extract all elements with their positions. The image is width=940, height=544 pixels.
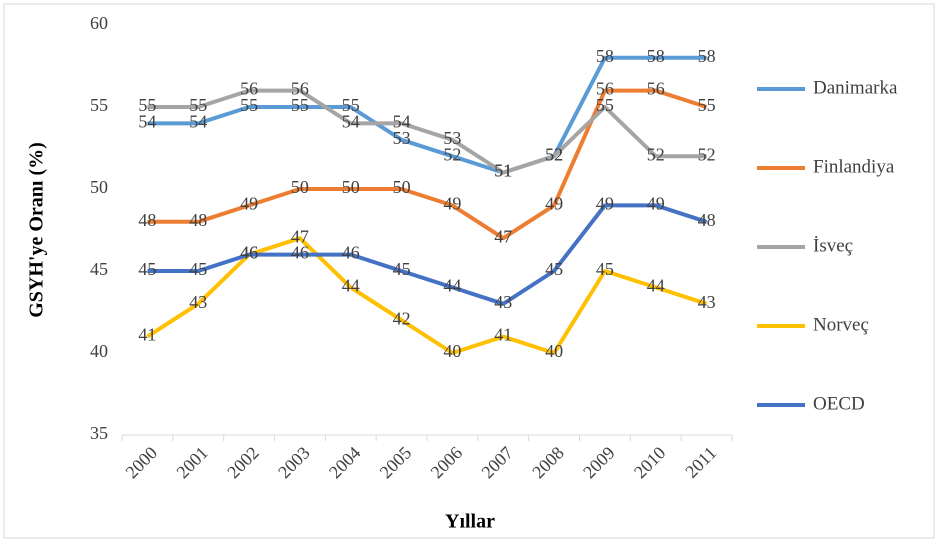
- legend-label: Norveç: [813, 314, 869, 335]
- data-label: 45: [138, 259, 156, 279]
- data-label: 55: [342, 95, 360, 115]
- y-tick-label: 40: [90, 341, 108, 361]
- data-label: 46: [240, 243, 258, 263]
- y-tick-label: 50: [90, 177, 108, 197]
- y-tick-label: 60: [90, 13, 108, 33]
- data-label: 55: [138, 95, 156, 115]
- data-label: 49: [647, 194, 665, 214]
- data-label: 58: [698, 46, 716, 66]
- x-axis-title: Yıllar: [445, 511, 495, 533]
- data-label: 56: [647, 79, 665, 99]
- data-label: 49: [596, 194, 614, 214]
- data-label: 45: [545, 259, 563, 279]
- data-label: 54: [138, 112, 156, 132]
- data-label: 46: [240, 243, 258, 263]
- series-line: [147, 55, 707, 175]
- data-label: 47: [494, 226, 512, 246]
- data-label: 48: [138, 210, 156, 230]
- data-label: 40: [545, 341, 563, 361]
- data-label: 53: [443, 128, 461, 148]
- data-label: 52: [545, 144, 563, 164]
- legend-label: Finlandiya: [813, 156, 895, 177]
- data-label: 55: [240, 95, 258, 115]
- data-label: 46: [291, 243, 309, 263]
- data-label: 44: [342, 276, 360, 296]
- data-label: 54: [342, 112, 360, 132]
- data-label: 52: [545, 144, 563, 164]
- series-line: [147, 203, 708, 306]
- data-label: 45: [596, 259, 614, 279]
- data-label: 50: [393, 177, 411, 197]
- data-label: 51: [494, 161, 512, 181]
- data-label: 47: [291, 226, 309, 246]
- data-label: 40: [443, 341, 461, 361]
- legend-label: İsveç: [813, 235, 853, 256]
- data-label: 42: [393, 308, 411, 328]
- data-label: 45: [393, 259, 411, 279]
- data-label: 58: [596, 46, 614, 66]
- data-label: 41: [494, 325, 512, 345]
- data-label: 43: [698, 292, 716, 312]
- data-label: 49: [545, 194, 563, 214]
- data-label: 54: [393, 112, 411, 132]
- data-label: 48: [189, 210, 207, 230]
- data-label: 55: [291, 95, 309, 115]
- data-label: 56: [596, 79, 614, 99]
- y-tick-label: 55: [90, 95, 108, 115]
- y-tick-label: 45: [90, 259, 108, 279]
- data-label: 55: [596, 95, 614, 115]
- data-label: 43: [189, 292, 207, 312]
- data-label: 50: [342, 177, 360, 197]
- data-label: 56: [240, 79, 258, 99]
- data-label: 52: [443, 144, 461, 164]
- data-label: 52: [647, 144, 665, 164]
- data-label: 44: [647, 276, 665, 296]
- data-label: 55: [189, 95, 207, 115]
- data-label: 41: [138, 325, 156, 345]
- series-line: [147, 88, 707, 175]
- data-label: 50: [291, 177, 309, 197]
- legend-label: OECD: [813, 393, 865, 414]
- data-label: 45: [189, 259, 207, 279]
- data-label: 56: [291, 79, 309, 99]
- data-label: 44: [443, 276, 461, 296]
- data-label: 48: [698, 210, 716, 230]
- data-label: 58: [647, 46, 665, 66]
- data-label: 51: [494, 161, 512, 181]
- legend-label: Danimarka: [813, 77, 898, 98]
- data-label: 43: [494, 292, 512, 312]
- data-label: 46: [342, 243, 360, 263]
- data-label: 49: [240, 194, 258, 214]
- data-label: 53: [393, 128, 411, 148]
- data-label: 52: [698, 144, 716, 164]
- y-tick-label: 35: [90, 423, 108, 443]
- series-line: [147, 88, 708, 241]
- series-line: [146, 236, 708, 355]
- data-label: 55: [698, 95, 716, 115]
- data-label: 54: [189, 112, 207, 132]
- data-label: 49: [443, 194, 461, 214]
- y-axis-title: GSYH'ye Oranı (%): [26, 142, 48, 318]
